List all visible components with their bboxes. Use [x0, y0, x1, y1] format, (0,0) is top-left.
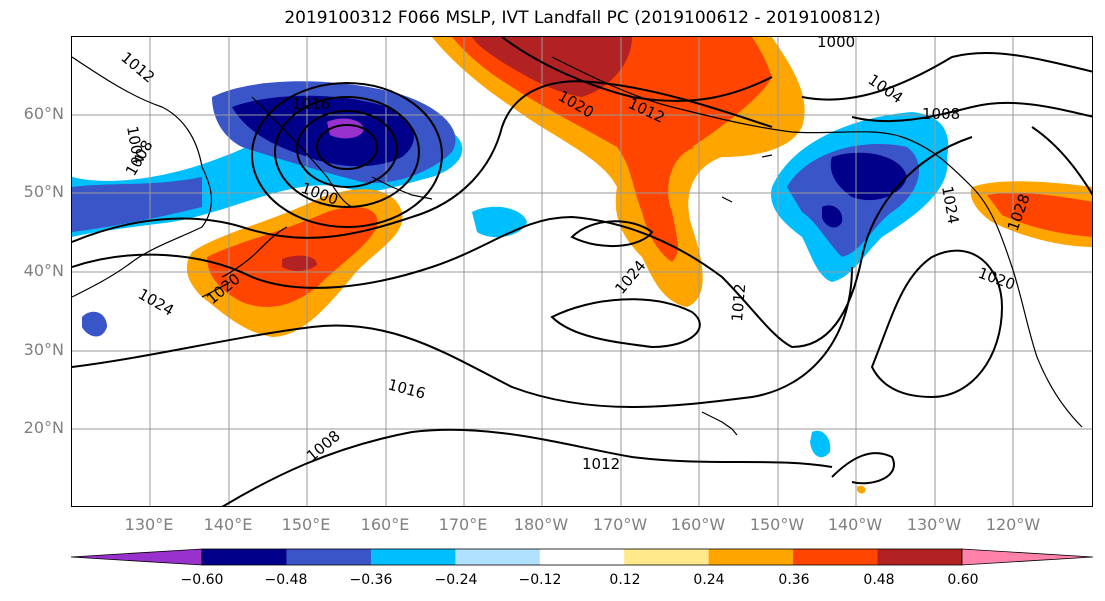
colorbar-segment — [286, 549, 372, 565]
isobar-label: 1020 — [976, 264, 1018, 294]
isobar-label: 1024 — [611, 257, 649, 298]
longitude-label: 170°E — [438, 515, 488, 534]
positive-anomaly-arc — [692, 76, 796, 157]
negative-anomaly-northwest-peak — [327, 118, 364, 139]
isobar-label: 1008 — [922, 105, 960, 123]
colorbar-segment — [202, 549, 287, 565]
longitude-label: 140°E — [203, 515, 253, 534]
colorbar-segment — [708, 549, 794, 565]
negative-anomaly-small-1 — [472, 206, 527, 238]
colorbar-segment — [877, 549, 963, 565]
coastline-asia — [72, 56, 213, 298]
longitude-label: 150°E — [281, 515, 331, 534]
colorbar-tick: 0.60 — [947, 572, 979, 588]
colorbar-segments — [71, 548, 1093, 566]
latitude-label: 50°N — [23, 182, 64, 201]
longitude-label: 160°W — [670, 515, 726, 534]
isobar-label: 1012 — [728, 283, 749, 323]
colorbar-tick: −0.36 — [349, 572, 393, 588]
colorbar-tick: 0.48 — [863, 572, 895, 588]
colorbar-extend-low — [71, 548, 203, 566]
colorbar-tick: 0.36 — [778, 572, 810, 588]
coastline-alaska — [551, 56, 1083, 428]
colorbar-segment — [624, 549, 710, 565]
positive-anomaly-small-4 — [857, 485, 866, 494]
colorbar-tick: 0.24 — [693, 572, 725, 588]
isobar-label: 1004 — [865, 71, 907, 108]
map-title: 2019100312 F066 MSLP, IVT Landfall PC (2… — [284, 8, 881, 28]
negative-anomaly-gulf-alaska-core — [830, 152, 907, 201]
positive-anomaly-central-pacific-core — [452, 37, 775, 262]
isobar-label: 1008 — [303, 427, 344, 465]
negative-anomaly-gulf-alaska-core2 — [822, 205, 843, 228]
longitude-label: 160°E — [360, 515, 410, 534]
positive-anomaly-japan-peak — [282, 255, 317, 271]
isobar-label: 1016 — [292, 95, 330, 113]
map-canvas: 1012 1004 1008 1016 1000 1020 1012 1000 … — [72, 37, 1092, 506]
isobar-label: 1000 — [817, 37, 855, 51]
mslp-contours — [72, 37, 1092, 506]
latitude-label: 30°N — [23, 340, 64, 359]
longitude-label: 130°E — [124, 515, 174, 534]
longitude-label: 180°W — [513, 515, 569, 534]
isobar-label: 1024 — [938, 185, 962, 226]
isobar-label: 1016 — [386, 375, 428, 402]
colorbar-tick: −0.48 — [264, 572, 308, 588]
coastline-hawaii — [701, 411, 738, 436]
isobar-labels: 1012 1004 1008 1016 1000 1020 1012 1000 … — [117, 37, 1033, 473]
colorbar-segment — [539, 549, 625, 565]
colorbar-segment — [455, 549, 541, 565]
negative-anomaly-northwest-core — [232, 95, 414, 167]
latitude-label: 60°N — [23, 104, 64, 123]
graticule — [72, 37, 1092, 506]
coastlines — [72, 56, 1083, 436]
colorbar-segment — [793, 549, 879, 565]
latitude-label: 40°N — [23, 261, 64, 280]
colorbar-tick: −0.12 — [518, 572, 562, 588]
colorbar — [71, 548, 1093, 566]
colorbar-tick: −0.60 — [180, 572, 224, 588]
longitude-label: 170°W — [592, 515, 648, 534]
colorbar-segment — [370, 549, 456, 565]
latitude-label: 20°N — [23, 418, 64, 437]
longitude-label: 120°W — [985, 515, 1041, 534]
negative-anomaly-small-3 — [810, 430, 831, 458]
coastline-japan — [201, 226, 288, 298]
isobar-label: 1012 — [117, 48, 158, 86]
longitude-label: 150°W — [749, 515, 805, 534]
isobar-label: 1024 — [135, 285, 177, 320]
colorbar-tick: 0.12 — [609, 572, 641, 588]
colorbar-tick: −0.24 — [434, 572, 478, 588]
colorbar-extend-high — [961, 548, 1093, 566]
negative-anomaly-west-strip — [72, 177, 202, 232]
longitude-label: 140°W — [827, 515, 883, 534]
isobar-label: 1012 — [582, 455, 620, 473]
coastline-islands — [371, 154, 773, 203]
longitude-label: 130°W — [906, 515, 962, 534]
negative-anomaly-small-2 — [82, 311, 107, 337]
map-panel: 1012 1004 1008 1016 1000 1020 1012 1000 … — [71, 36, 1093, 507]
